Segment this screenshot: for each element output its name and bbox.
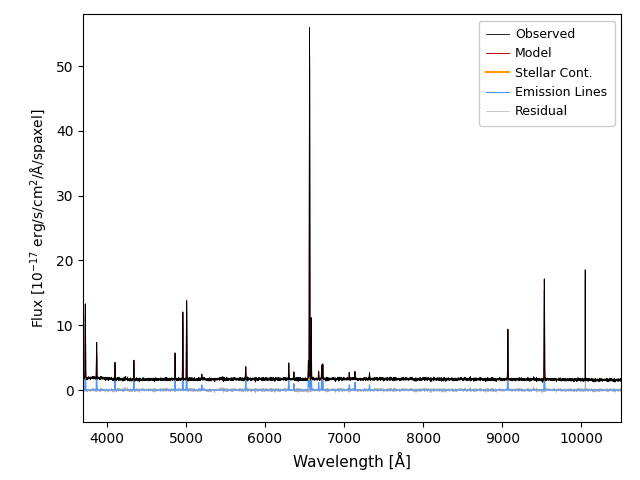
Stellar Cont. [429,376,436,382]
X-axis label: Wavelength [Å]: Wavelength [Å] [293,452,411,470]
Emission Lines [79,387,87,393]
Model [522,376,529,382]
Line: Observed: Observed [83,27,621,383]
Observed [285,364,292,370]
Observed [481,377,488,383]
Line: Emission Lines: Emission Lines [83,67,621,390]
Y-axis label: Flux [10$^{-17}$ erg/s/cm$^2$/Å/spaxel]: Flux [10$^{-17}$ erg/s/cm$^2$/Å/spaxel] [29,108,51,328]
Model [402,376,410,382]
Emission Lines [177,387,185,393]
Stellar Cont. [481,376,488,382]
Stellar Cont. [617,377,625,383]
Observed [79,375,87,381]
Line: Residual: Residual [83,280,621,393]
Stellar Cont. [285,376,292,382]
Observed [617,379,625,384]
Observed [429,376,436,382]
Emission Lines [617,387,625,393]
Emission Lines [429,387,437,393]
Observed [522,377,529,383]
Emission Lines [522,387,529,393]
Model [285,364,292,370]
Observed [177,377,185,383]
Observed [306,24,314,30]
Residual [522,388,529,394]
Stellar Cont. [79,375,87,381]
Model [79,375,87,381]
Model [481,376,488,382]
Residual [581,277,589,283]
Residual [252,390,259,396]
Residual [79,387,87,393]
Stellar Cont. [88,375,96,381]
Emission Lines [285,372,292,377]
Residual [481,388,488,394]
Stellar Cont. [177,376,185,382]
Residual [617,389,625,395]
Legend: Observed, Model, Stellar Cont., Emission Lines, Residual: Observed, Model, Stellar Cont., Emission… [479,21,614,126]
Observed [402,374,410,380]
Emission Lines [306,64,314,70]
Emission Lines [100,387,108,393]
Observed [538,380,546,385]
Residual [177,388,185,394]
Model [177,376,185,382]
Emission Lines [402,387,410,393]
Stellar Cont. [402,376,410,382]
Residual [285,387,292,393]
Residual [402,385,410,391]
Model [429,376,436,382]
Model [617,377,625,383]
Line: Model: Model [83,56,621,380]
Residual [429,387,436,393]
Model [306,53,314,59]
Emission Lines [481,387,488,393]
Stellar Cont. [522,376,529,382]
Line: Stellar Cont.: Stellar Cont. [83,378,621,380]
